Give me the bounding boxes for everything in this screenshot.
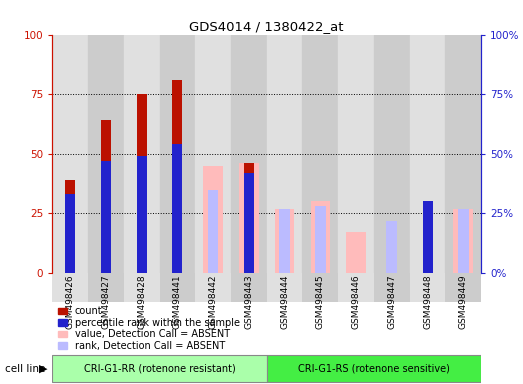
FancyBboxPatch shape bbox=[302, 273, 338, 302]
Text: GSM498447: GSM498447 bbox=[388, 275, 396, 329]
FancyBboxPatch shape bbox=[52, 273, 88, 302]
FancyBboxPatch shape bbox=[446, 273, 481, 302]
Bar bbox=[458, 209, 469, 273]
Bar bbox=[203, 166, 223, 273]
FancyBboxPatch shape bbox=[160, 273, 195, 302]
FancyBboxPatch shape bbox=[338, 273, 374, 302]
Bar bbox=[101, 121, 111, 273]
Bar bbox=[423, 202, 433, 273]
Text: GSM498441: GSM498441 bbox=[173, 275, 182, 329]
Bar bbox=[239, 163, 259, 273]
Bar bbox=[374, 35, 410, 273]
Text: GSM498426: GSM498426 bbox=[66, 275, 75, 329]
Text: GSM498443: GSM498443 bbox=[244, 275, 253, 329]
Bar bbox=[410, 35, 446, 273]
Text: GSM498448: GSM498448 bbox=[423, 275, 432, 329]
FancyBboxPatch shape bbox=[52, 355, 267, 382]
Bar bbox=[231, 35, 267, 273]
Text: GSM498445: GSM498445 bbox=[316, 275, 325, 329]
FancyBboxPatch shape bbox=[52, 273, 481, 302]
Bar bbox=[173, 80, 183, 273]
Text: GSM498428: GSM498428 bbox=[137, 275, 146, 329]
Bar bbox=[101, 161, 111, 273]
Text: GSM498446: GSM498446 bbox=[351, 275, 360, 329]
FancyBboxPatch shape bbox=[410, 273, 446, 302]
FancyBboxPatch shape bbox=[267, 355, 481, 382]
Bar bbox=[195, 35, 231, 273]
Bar bbox=[279, 209, 290, 273]
Bar bbox=[244, 173, 254, 273]
Bar bbox=[338, 35, 374, 273]
Bar bbox=[346, 232, 366, 273]
Bar bbox=[386, 220, 397, 273]
FancyBboxPatch shape bbox=[267, 273, 302, 302]
FancyBboxPatch shape bbox=[88, 273, 124, 302]
Bar bbox=[267, 35, 302, 273]
Bar bbox=[137, 156, 146, 273]
FancyBboxPatch shape bbox=[374, 273, 410, 302]
Bar bbox=[453, 209, 473, 273]
Bar bbox=[160, 35, 195, 273]
Text: ▶: ▶ bbox=[39, 364, 48, 374]
Bar bbox=[124, 35, 160, 273]
Bar bbox=[446, 35, 481, 273]
Text: cell line: cell line bbox=[5, 364, 46, 374]
Bar bbox=[315, 206, 326, 273]
Legend: count, percentile rank within the sample, value, Detection Call = ABSENT, rank, : count, percentile rank within the sample… bbox=[57, 306, 241, 352]
Text: CRI-G1-RR (rotenone resistant): CRI-G1-RR (rotenone resistant) bbox=[84, 363, 235, 373]
FancyBboxPatch shape bbox=[231, 273, 267, 302]
Bar bbox=[302, 35, 338, 273]
Bar bbox=[311, 202, 330, 273]
Title: GDS4014 / 1380422_at: GDS4014 / 1380422_at bbox=[189, 20, 344, 33]
Bar bbox=[423, 202, 433, 273]
FancyBboxPatch shape bbox=[195, 273, 231, 302]
Text: CRI-G1-RS (rotenone sensitive): CRI-G1-RS (rotenone sensitive) bbox=[298, 363, 450, 373]
Bar bbox=[65, 180, 75, 273]
Bar bbox=[275, 209, 294, 273]
Bar bbox=[208, 190, 219, 273]
Text: GSM498449: GSM498449 bbox=[459, 275, 468, 329]
Bar bbox=[65, 194, 75, 273]
Bar bbox=[244, 163, 254, 273]
Bar bbox=[52, 35, 88, 273]
Text: GSM498444: GSM498444 bbox=[280, 275, 289, 329]
Bar bbox=[137, 94, 146, 273]
Bar bbox=[88, 35, 124, 273]
FancyBboxPatch shape bbox=[124, 273, 160, 302]
Text: GSM498442: GSM498442 bbox=[209, 275, 218, 329]
Bar bbox=[173, 144, 183, 273]
Text: GSM498427: GSM498427 bbox=[101, 275, 110, 329]
